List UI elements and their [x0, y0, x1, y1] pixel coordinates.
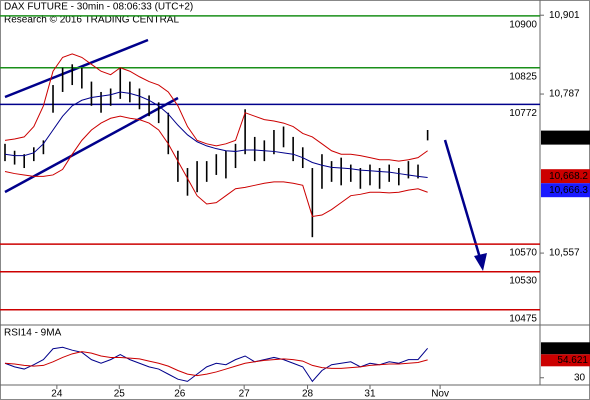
- price-marker: [541, 183, 590, 198]
- trend-channel-lower: [4, 96, 179, 194]
- rsi-line: [4, 346, 429, 383]
- level-label: 10530: [509, 275, 537, 286]
- level-label: 10570: [509, 248, 537, 259]
- forecast-arrow: [443, 139, 487, 271]
- x-tick-label: 26: [174, 389, 186, 400]
- level-label: 10900: [509, 20, 537, 31]
- x-tick-label: Nov: [431, 389, 449, 400]
- rsi-marker: [541, 354, 590, 367]
- y-tick-label: 10,901: [549, 10, 580, 21]
- level-label: 10772: [509, 108, 537, 119]
- rsi-y-tick-label: 30: [574, 372, 586, 383]
- level-label: 10825: [509, 71, 537, 82]
- price-marker-label: 10,724: [557, 132, 588, 143]
- band-line: [4, 91, 428, 179]
- x-tick-label: 25: [114, 389, 126, 400]
- price-marker-label: 10,666.3: [549, 185, 588, 196]
- rsi-title: RSI14 - 9MA: [4, 328, 62, 339]
- price-marker-label: 10,668.2: [549, 171, 588, 182]
- x-tick-label: 31: [364, 389, 376, 400]
- x-tick-label: 28: [302, 389, 314, 400]
- y-tick-label: 10,787: [549, 89, 580, 100]
- level-label: 10475: [509, 313, 537, 324]
- price-marker: [541, 130, 590, 145]
- band-line: [4, 53, 428, 162]
- chart-subtitle: Research © 2016 TRADING CENTRAL: [4, 15, 179, 26]
- arrow-shaft: [443, 139, 482, 259]
- chart-title: DAX FUTURE - 30min - 08:06:33 (UTC+2): [4, 2, 193, 13]
- rsi-marker-label: 70.6081: [552, 343, 589, 354]
- rsi-marker-label: 54.621: [557, 355, 588, 366]
- x-tick-label: 24: [51, 389, 63, 400]
- rsi-marker: [541, 342, 590, 355]
- band-line: [4, 115, 428, 217]
- y-tick-label: 10,557: [549, 248, 580, 259]
- rsi-line: [4, 351, 428, 377]
- arrow-head: [474, 253, 487, 271]
- price-marker: [541, 169, 590, 184]
- x-tick-label: 27: [239, 389, 251, 400]
